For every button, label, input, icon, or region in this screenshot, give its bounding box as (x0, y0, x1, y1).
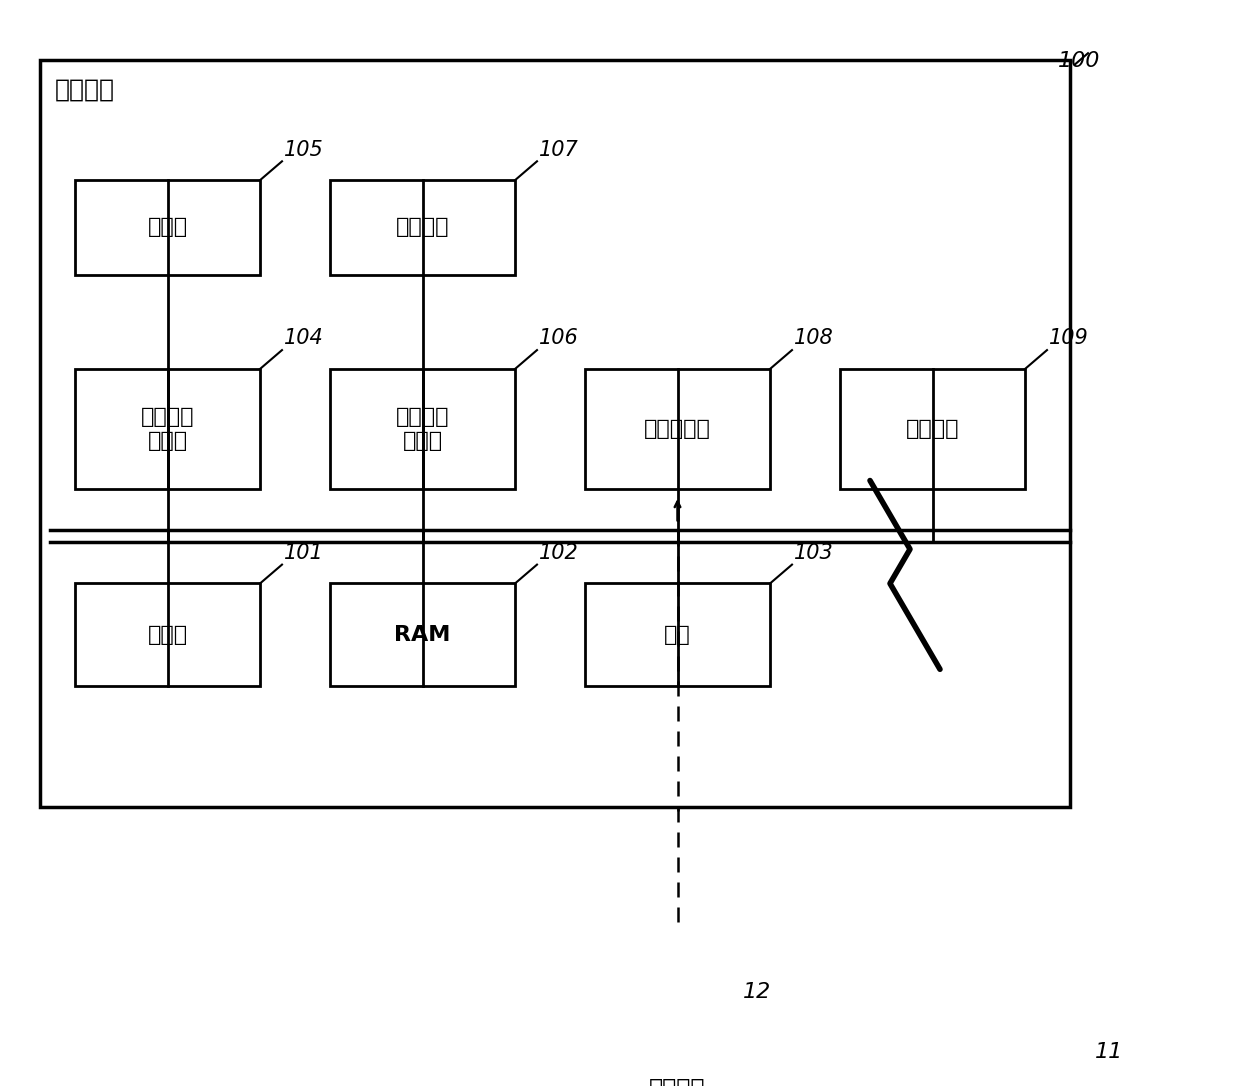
Bar (330, 180, 515, 275)
Text: 109: 109 (1049, 328, 1089, 349)
Text: 101: 101 (284, 543, 324, 563)
Text: 107: 107 (539, 140, 579, 160)
Bar (714, 952, 723, 972)
Text: 108: 108 (794, 328, 833, 349)
Text: 触摸面板: 触摸面板 (396, 217, 449, 238)
Text: 12: 12 (743, 982, 771, 1002)
Text: 104: 104 (284, 328, 324, 349)
Text: 106: 106 (539, 328, 579, 349)
Text: 记录介质: 记录介质 (650, 1077, 706, 1086)
Bar (40, 60, 1070, 807)
Bar (585, 369, 770, 489)
Bar (839, 369, 1025, 489)
Bar (74, 180, 260, 275)
Bar (74, 369, 260, 489)
Text: 处理器: 处理器 (148, 624, 187, 645)
Text: RAM: RAM (394, 624, 450, 645)
Bar (699, 952, 708, 972)
Text: 图像信号
处理部: 图像信号 处理部 (141, 407, 195, 451)
Bar (330, 369, 515, 489)
Text: 终端装置: 终端装置 (55, 78, 115, 102)
Bar (585, 583, 770, 686)
Text: 105: 105 (284, 140, 324, 160)
Text: 11: 11 (1095, 1041, 1123, 1062)
Text: 输入信号
处理部: 输入信号 处理部 (396, 407, 449, 451)
Polygon shape (1024, 1012, 1096, 1069)
Text: 闪存: 闪存 (665, 624, 691, 645)
Text: 100: 100 (1058, 51, 1100, 72)
Text: 103: 103 (794, 543, 833, 563)
Bar (627, 970, 728, 1051)
Bar (330, 583, 515, 686)
Circle shape (1052, 942, 1069, 957)
Text: 介质读取器: 介质读取器 (644, 419, 711, 439)
Text: 通信接口: 通信接口 (905, 419, 960, 439)
Text: 102: 102 (539, 543, 579, 563)
Bar (684, 952, 693, 972)
Bar (74, 583, 260, 686)
Bar (670, 952, 678, 972)
Text: 显示器: 显示器 (148, 217, 187, 238)
